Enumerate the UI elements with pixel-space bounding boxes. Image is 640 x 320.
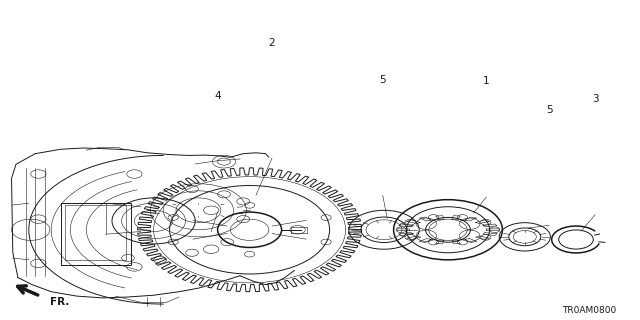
Text: FR.: FR. bbox=[50, 297, 69, 307]
Text: 5: 5 bbox=[380, 75, 386, 85]
Text: 3: 3 bbox=[592, 94, 598, 104]
Bar bbox=[65, 205, 126, 260]
Text: 2: 2 bbox=[269, 37, 275, 47]
Text: 1: 1 bbox=[483, 76, 490, 86]
Bar bbox=[61, 203, 131, 265]
Text: TR0AM0800: TR0AM0800 bbox=[562, 306, 616, 315]
Text: 4: 4 bbox=[214, 92, 221, 101]
Text: 5: 5 bbox=[546, 105, 552, 115]
